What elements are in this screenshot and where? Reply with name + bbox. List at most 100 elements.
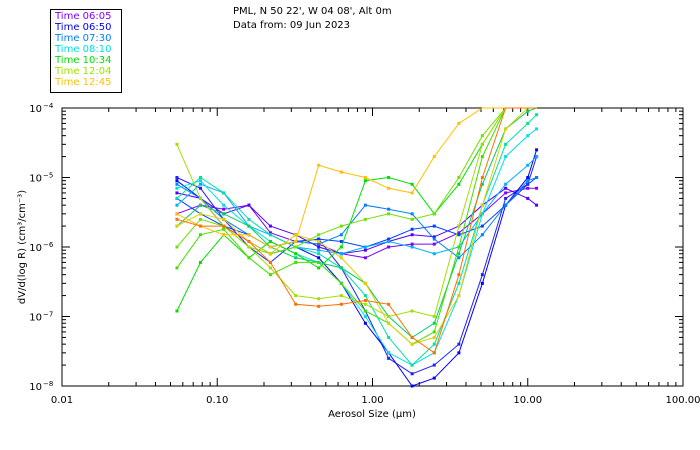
data-point (294, 302, 298, 306)
data-point (339, 266, 343, 270)
data-point (387, 245, 391, 249)
data-point (339, 224, 343, 228)
data-point (432, 335, 436, 339)
data-point (222, 224, 226, 228)
data-point (526, 163, 530, 167)
data-point (432, 351, 436, 355)
data-point (294, 294, 298, 298)
data-point (198, 203, 202, 207)
data-point (175, 179, 179, 183)
y-tick-label: 10 (29, 174, 42, 185)
data-point (198, 212, 202, 216)
data-point (222, 212, 226, 216)
data-point (410, 363, 414, 367)
data-point (175, 217, 179, 221)
data-point (480, 273, 484, 277)
data-point (457, 182, 461, 186)
data-point (198, 176, 202, 179)
data-point (410, 227, 414, 231)
data-point (432, 363, 436, 367)
data-point (526, 196, 530, 200)
data-point (480, 134, 484, 138)
data-date: Data from: 09 Jun 2023 (233, 20, 351, 31)
data-point (387, 239, 391, 243)
data-point (526, 109, 530, 113)
data-point (175, 176, 179, 179)
data-point (457, 281, 461, 285)
data-point (363, 281, 367, 285)
data-point (268, 239, 272, 243)
data-point (317, 233, 321, 237)
legend-item: Time 06:50 (55, 22, 112, 33)
data-point (457, 252, 461, 256)
data-point (457, 233, 461, 237)
data-point (268, 245, 272, 249)
x-tick-label: 100.00 (666, 395, 700, 406)
data-point (457, 273, 461, 277)
data-point (387, 321, 391, 325)
data-point (535, 186, 539, 190)
y-tick-label: 10 (29, 313, 42, 324)
chart-title: PML, N 50 22', W 04 08', Alt 0m (233, 6, 392, 17)
data-point (175, 191, 179, 195)
data-point (387, 176, 391, 179)
data-point (504, 196, 508, 200)
data-point (175, 203, 179, 207)
x-tick-label: 10.00 (513, 395, 542, 406)
data-point (387, 356, 391, 360)
legend-item: Time 10:34 (55, 55, 112, 66)
data-point (387, 237, 391, 241)
data-point (363, 309, 367, 313)
data-point (432, 342, 436, 346)
data-point (387, 315, 391, 318)
data-point (387, 302, 391, 306)
data-point (317, 242, 321, 246)
data-point (432, 330, 436, 334)
data-point (268, 260, 272, 264)
data-point (363, 176, 367, 179)
data-point (457, 351, 461, 355)
data-point (457, 231, 461, 235)
legend-item: Time 07:30 (55, 33, 112, 44)
data-point (457, 256, 461, 260)
data-point (457, 121, 461, 125)
data-point (410, 335, 414, 339)
data-point (457, 245, 461, 249)
data-point (268, 231, 272, 235)
data-point (175, 245, 179, 249)
data-point (247, 217, 251, 221)
data-point (363, 321, 367, 325)
data-point (526, 176, 530, 179)
data-point (480, 155, 484, 159)
data-point (268, 233, 272, 237)
data-point (222, 233, 226, 237)
data-point (363, 298, 367, 302)
data-point (504, 186, 508, 190)
data-point (387, 351, 391, 355)
data-point (535, 127, 539, 131)
data-point (432, 315, 436, 318)
data-point (363, 294, 367, 298)
data-point (268, 224, 272, 228)
data-point (410, 182, 414, 186)
data-point (363, 179, 367, 183)
data-point (247, 203, 251, 207)
data-point (317, 304, 321, 308)
x-tick-label: 1.00 (361, 395, 383, 406)
data-point (457, 294, 461, 298)
data-point (339, 233, 343, 237)
data-point (247, 256, 251, 260)
y-tick-exponent: −5 (43, 172, 53, 180)
data-point (339, 294, 343, 298)
data-point (432, 235, 436, 239)
data-point (526, 134, 530, 138)
data-point (410, 342, 414, 346)
data-point (198, 224, 202, 228)
data-point (247, 239, 251, 243)
data-point (175, 182, 179, 186)
data-point (410, 217, 414, 221)
data-point (339, 252, 343, 256)
data-point (410, 242, 414, 246)
data-point (526, 121, 530, 125)
